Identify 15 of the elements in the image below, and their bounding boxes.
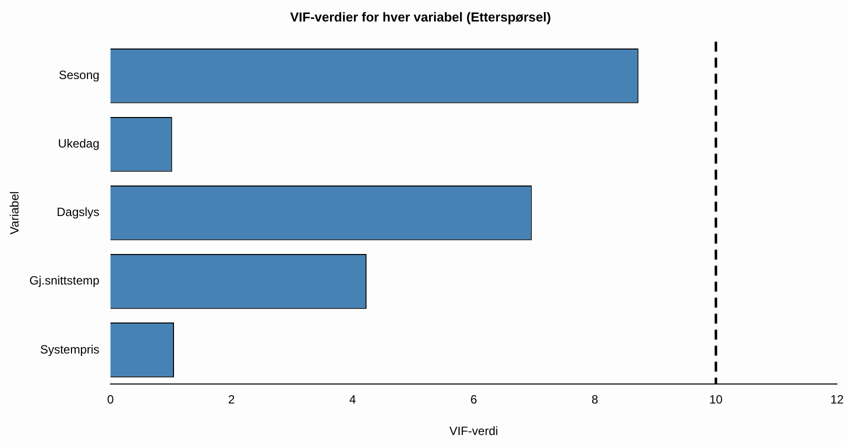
x-tick-label: 10 bbox=[709, 392, 723, 407]
x-tick-label: 12 bbox=[830, 392, 844, 407]
y-tick-label: Sesong bbox=[58, 68, 100, 82]
y-tick-label: Gj.snittstemp bbox=[29, 274, 100, 288]
y-tick-label: Systempris bbox=[40, 342, 100, 356]
y-axis-title: Variabel bbox=[8, 191, 22, 234]
x-tick-label: 8 bbox=[591, 392, 598, 407]
x-tick-label: 2 bbox=[228, 392, 236, 407]
x-tick-label: 4 bbox=[349, 392, 356, 407]
y-tick-label: Dagslys bbox=[56, 205, 100, 220]
y-tick-label: Ukedag bbox=[58, 136, 100, 151]
x-tick-label: 6 bbox=[470, 392, 478, 407]
x-tick-label: 0 bbox=[107, 392, 114, 407]
x-axis-title: VIF-verdi bbox=[449, 424, 498, 438]
chart-title: VIF-verdier for hver variabel (Etterspørsel) bbox=[290, 9, 551, 24]
